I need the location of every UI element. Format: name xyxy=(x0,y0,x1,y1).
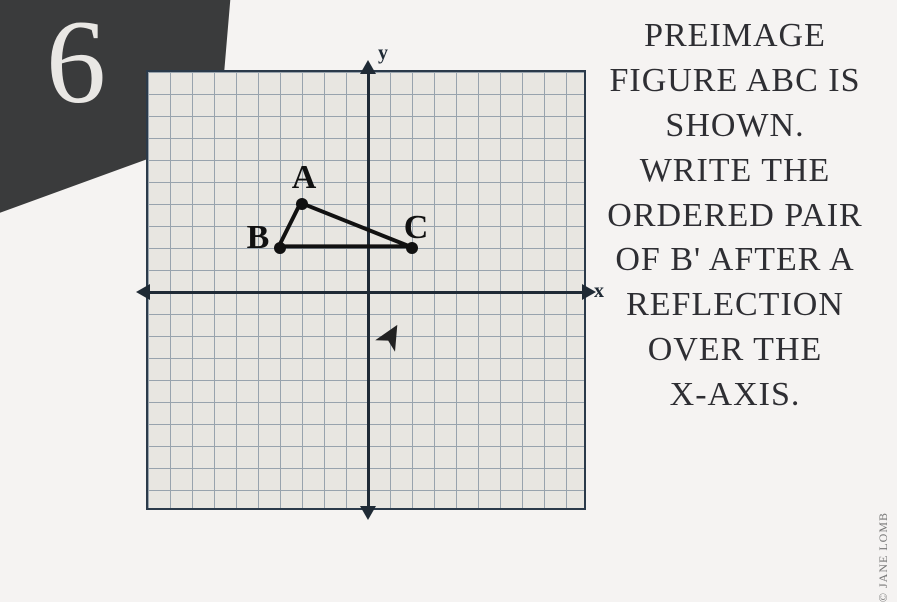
label-b: B xyxy=(247,219,270,257)
y-arrow-up-icon xyxy=(360,60,376,74)
point-b xyxy=(274,242,286,254)
instr-line: OVER THE xyxy=(601,328,869,373)
instr-line: SHOWN. xyxy=(601,104,869,149)
y-axis-label: y xyxy=(378,42,388,65)
y-axis xyxy=(367,72,370,508)
problem-number: 6 xyxy=(46,2,106,122)
copyright-text: © JANE LOMB xyxy=(876,512,891,602)
x-arrow-left-icon xyxy=(136,284,150,300)
instr-line: WRITE THE xyxy=(601,149,869,194)
instr-line: PREIMAGE xyxy=(601,14,869,59)
y-arrow-down-icon xyxy=(360,506,376,520)
coordinate-grid: y x A B C ➤ xyxy=(146,70,586,510)
instructions-text: PREIMAGE FIGURE ABC IS SHOWN. WRITE THE … xyxy=(601,14,869,418)
instr-line: OF B' AFTER A xyxy=(601,238,869,283)
worksheet-page: 6 y x A B C ➤ PREIMAGE FIGURE ABC IS SHO… xyxy=(0,0,897,572)
instr-line: ORDERED PAIR xyxy=(601,194,869,239)
instr-line: X-AXIS. xyxy=(601,373,869,418)
point-a xyxy=(296,198,308,210)
label-a: A xyxy=(292,159,317,197)
instr-line: FIGURE ABC IS xyxy=(601,59,869,104)
label-c: C xyxy=(404,209,429,247)
instr-line: REFLECTION xyxy=(601,283,869,328)
